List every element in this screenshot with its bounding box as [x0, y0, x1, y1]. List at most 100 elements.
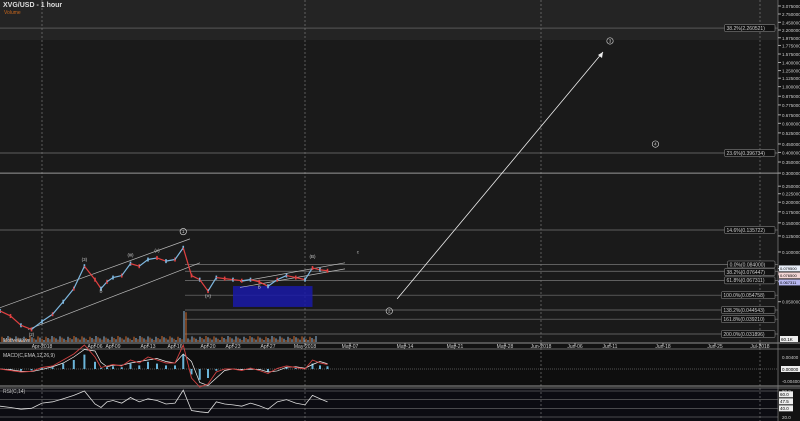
y-tick-label: 2.750000 [782, 12, 800, 17]
fib-label: 100.0%(0.054758) [723, 293, 764, 299]
y-tick-label: 0.775000 [782, 103, 800, 108]
wave-circle-icon [385, 307, 393, 315]
wave-label: B [99, 288, 102, 293]
price-segment [267, 279, 278, 287]
y-tick-label: 0.450000 [782, 142, 800, 147]
price-segment [130, 263, 140, 267]
x-tick-label: May-28 [497, 344, 514, 350]
rsi-tick-label: 20.0 [782, 415, 791, 420]
price-segment [62, 288, 75, 303]
rsi-tag [779, 391, 793, 398]
x-tick-label: Jun-25 [707, 344, 723, 350]
x-tick-label: Apr-27 [260, 344, 275, 350]
price-segment [138, 259, 149, 267]
y-tick-label: 0.125000 [782, 234, 800, 239]
y-tick-label: 0.675000 [782, 113, 800, 118]
y-tick-label: 1.975000 [782, 36, 800, 41]
price-segment [165, 258, 176, 262]
fib-label: 14.6%(0.135722) [727, 228, 766, 234]
price-segment [304, 267, 314, 280]
macd-tick-label: 0.00400 [782, 355, 799, 360]
price-tag [779, 265, 800, 272]
price-segment [121, 263, 131, 276]
wave-label: 1 [182, 229, 185, 234]
macd-tick-label: -0.00400 [782, 379, 800, 384]
volume-label: MotiveWave [3, 338, 31, 344]
y-tick-label: 0.600000 [782, 121, 800, 126]
x-tick-label: Apr-16 [167, 344, 182, 350]
candle [83, 264, 86, 269]
macd-tick-label: 0.00000 [782, 367, 799, 372]
price-segment [258, 281, 269, 287]
y-tick-label: 0.300000 [782, 171, 800, 176]
price-tag-label: 0.067311 [780, 280, 797, 285]
x-tick-label: Apr-20 [200, 344, 215, 350]
price-segment [216, 276, 225, 280]
price-segment [41, 313, 53, 322]
y-tick-label: 0.175000 [782, 210, 800, 215]
x-tick-label: Jul-2018 [750, 344, 769, 350]
rsi-line [0, 389, 328, 414]
price-segment [319, 269, 328, 272]
fib-label-box [727, 260, 776, 269]
fib-label-box [724, 276, 776, 285]
price-segment [10, 315, 22, 326]
rsi-tag [779, 398, 793, 405]
y-tick-label: 1.575000 [782, 52, 800, 57]
price-tag-leader [777, 271, 780, 276]
rsi-tag [779, 405, 793, 412]
fib-label-box [724, 149, 776, 157]
price-segment [0, 310, 11, 317]
price-segment [224, 278, 234, 281]
rsi-tag-label: 40.0 [780, 406, 789, 411]
fib-label-box [721, 330, 776, 338]
x-tick-label: Jun-06 [567, 344, 583, 350]
arrowhead-icon [598, 51, 603, 58]
y-tick-label: 2.450000 [782, 20, 800, 25]
fib-label: 0.0%(0.084000) [730, 262, 766, 268]
y-tick-label: 0.050000 [782, 300, 800, 305]
x-tick-label: Apr-13 [140, 344, 155, 350]
fib-label-box [724, 226, 776, 234]
candle [326, 268, 329, 273]
pane-shade [0, 0, 778, 40]
fib-label-box [721, 315, 776, 323]
wave-label: 4 [654, 142, 657, 147]
y-tick-label: 0.400000 [782, 150, 800, 155]
volume-tag: 60.1K [781, 337, 793, 342]
wave-circle-icon [179, 228, 187, 236]
wave-label: B [258, 285, 261, 290]
wave-circle-icon [606, 37, 614, 45]
price-tag [779, 279, 800, 286]
price-segment [112, 274, 122, 279]
macd-zero-tag [781, 366, 800, 372]
fib-label: 38.2%(2.260521) [727, 26, 766, 32]
y-tick-label: 1.000000 [782, 85, 800, 90]
x-tick-label: May-07 [342, 344, 359, 350]
fib-label: 161.8%(0.039210) [723, 317, 764, 323]
wave-label: (v) [154, 248, 160, 253]
y-tick-label: 0.350000 [782, 160, 800, 165]
price-segment [100, 281, 108, 290]
y-tick-label: 0.250000 [782, 184, 800, 189]
price-segment [232, 279, 242, 282]
price-segment [286, 274, 296, 279]
wave-label: (B) [310, 254, 317, 259]
wave-circle-icon [651, 140, 659, 148]
rsi-title: RSI(C,14) [3, 389, 26, 395]
price-pane [0, 0, 778, 343]
macd-line [0, 343, 328, 388]
y-tick-label: 0.225000 [782, 192, 800, 197]
wave-label: (A) [205, 294, 212, 299]
wave-label: (3) [82, 257, 88, 262]
price-segment [83, 265, 96, 281]
x-tick-label: May-21 [447, 344, 464, 350]
price-tag-leader [777, 280, 780, 283]
fib-label-box [721, 306, 776, 314]
y-tick-label: 0.100000 [782, 250, 800, 255]
price-segment [207, 277, 217, 292]
fib-label: 38.2%(0.076447) [727, 270, 766, 276]
price-segment [241, 279, 251, 282]
